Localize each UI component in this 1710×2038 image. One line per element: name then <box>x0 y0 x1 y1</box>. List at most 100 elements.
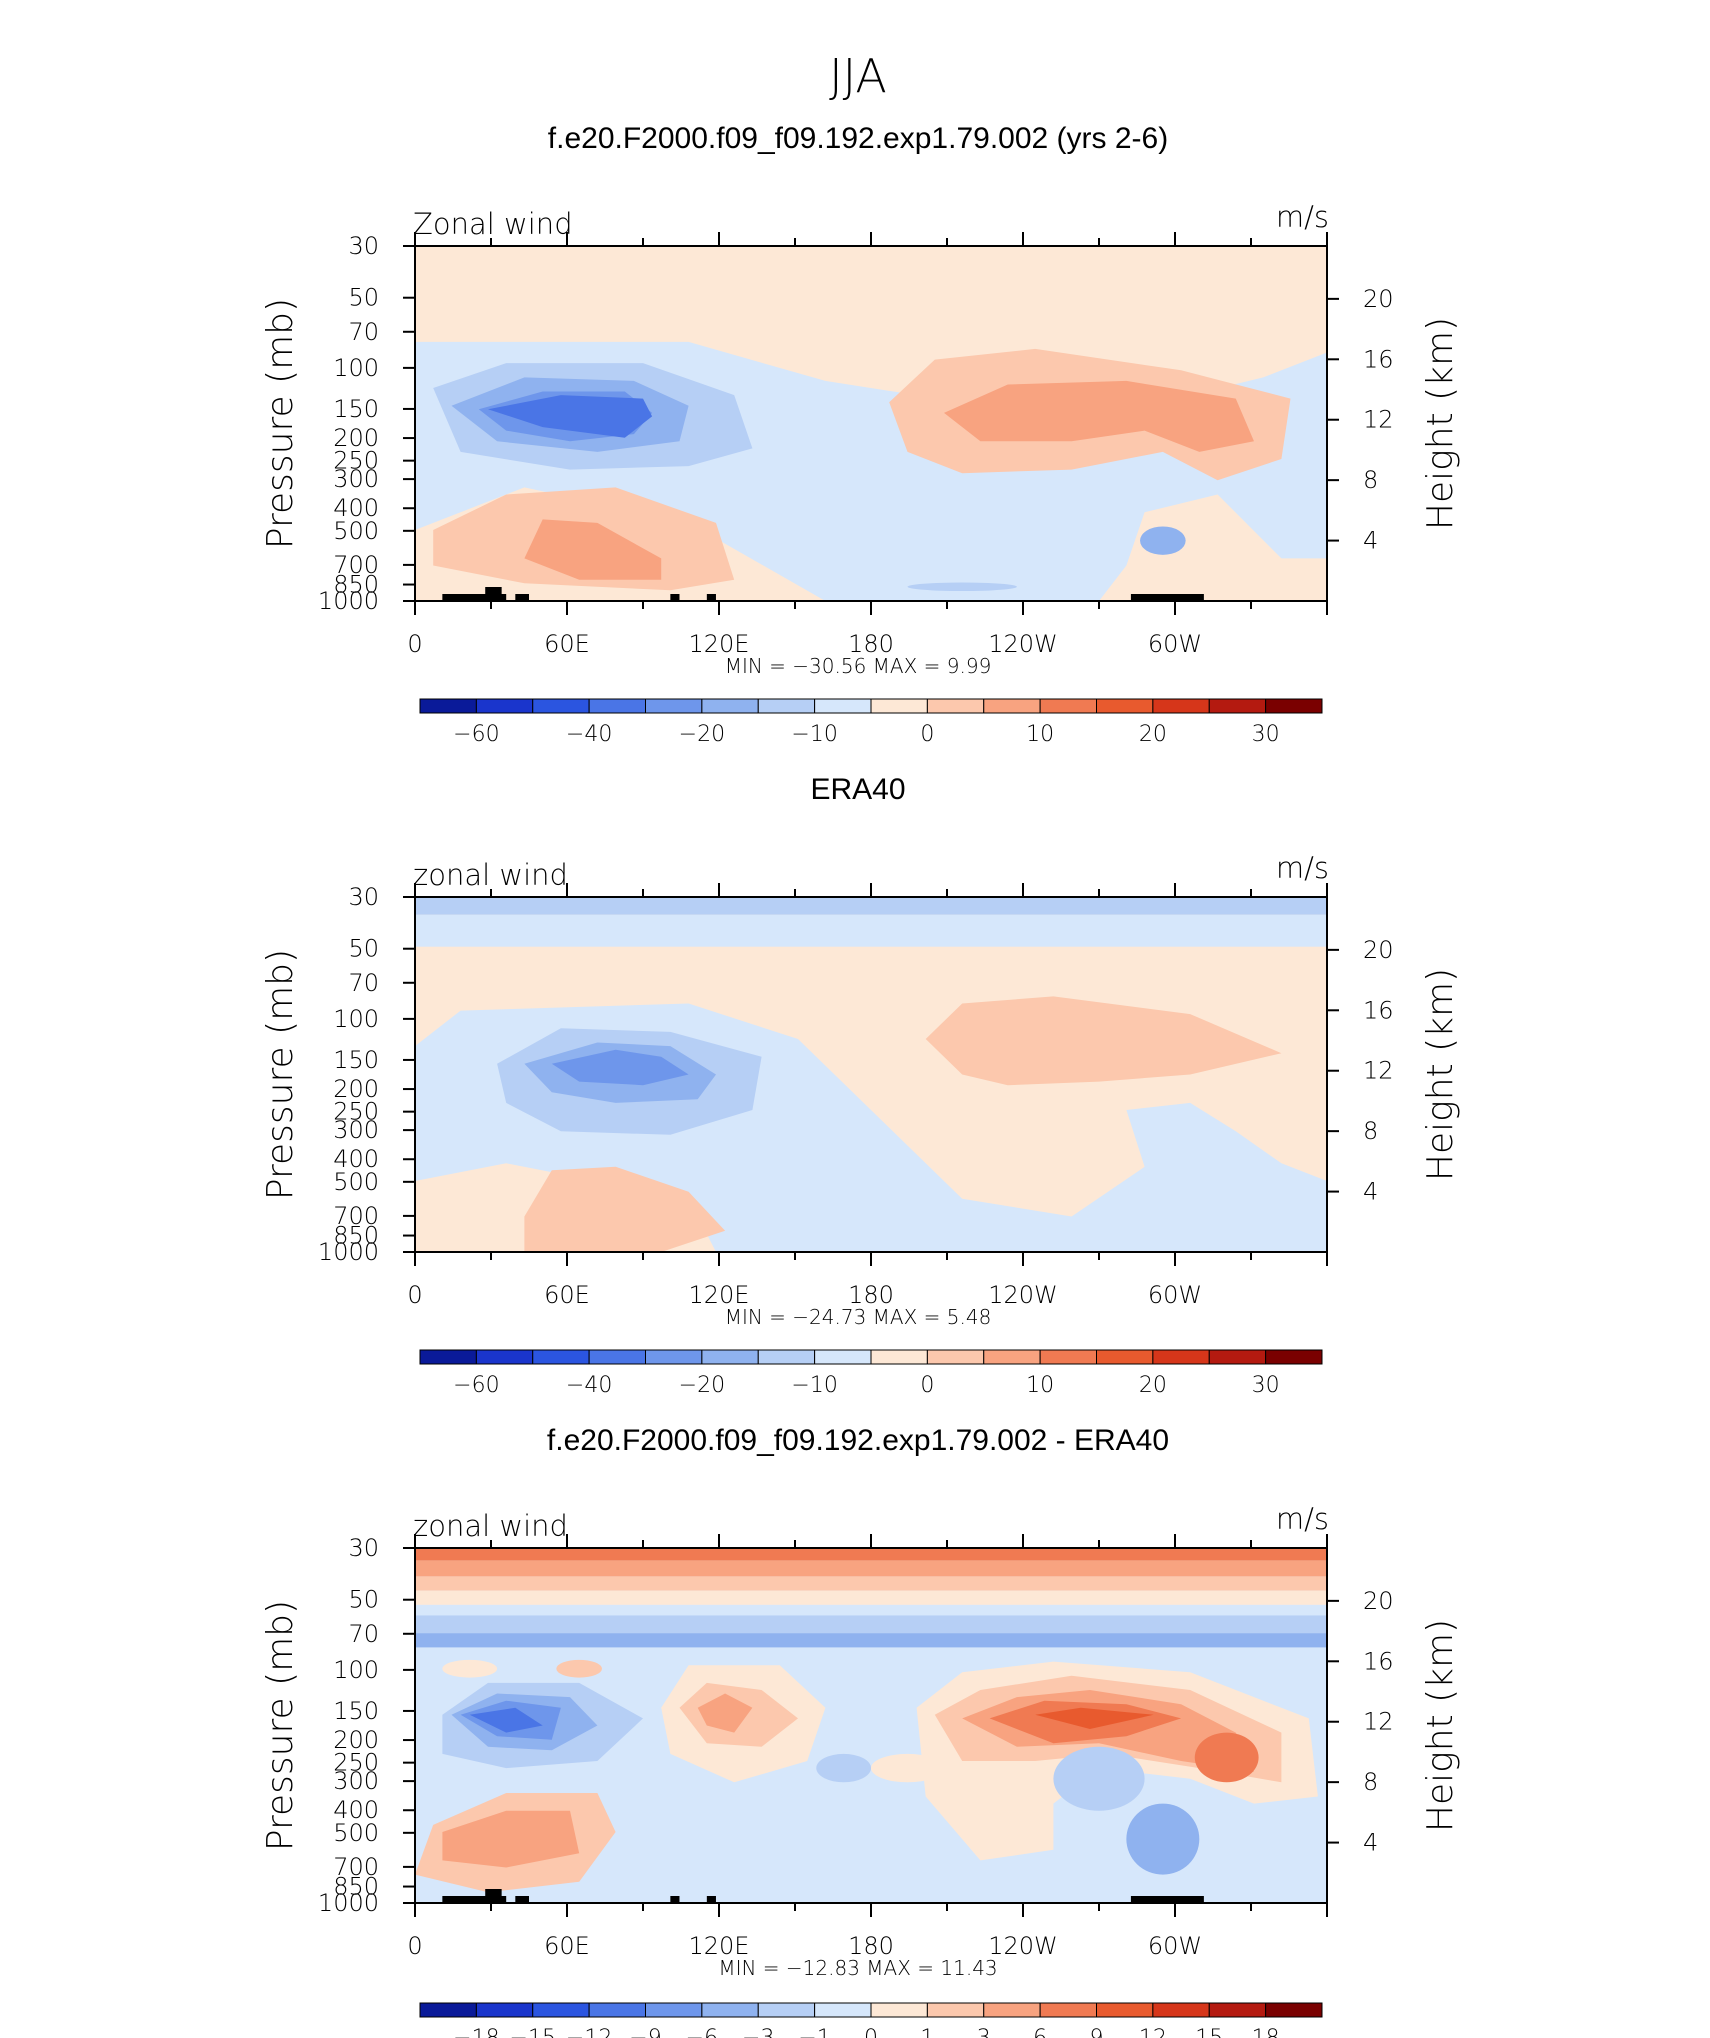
colorbar-swatch <box>475 2002 534 2018</box>
topography-bar <box>1130 1896 1204 1903</box>
colorbar-swatch <box>701 698 759 714</box>
figure-title: JJA <box>829 49 887 103</box>
y2-tick-label: 12 <box>1363 1057 1394 1085</box>
colorbar-swatch <box>1208 2002 1267 2018</box>
panel-title: ERA40 <box>810 773 905 806</box>
min-max-label: MIN = −12.83 MAX = 11.43 <box>718 1956 997 1980</box>
y-tick-label: 1000 <box>318 1889 379 1917</box>
y-axis-label: Pressure (mb) <box>260 949 301 1200</box>
contour-field <box>415 1548 1327 1903</box>
negative-region <box>1126 1803 1200 1875</box>
y-tick-label: 500 <box>333 1168 379 1196</box>
x-tick-label: 120E <box>689 630 750 658</box>
y-tick-label: 150 <box>333 1046 379 1074</box>
positive-band <box>415 1576 1327 1591</box>
colorbar-swatch <box>1265 2002 1323 2018</box>
topography-bar <box>442 1896 507 1903</box>
colorbar-swatch <box>983 1349 1041 1365</box>
negative-band <box>415 914 1327 947</box>
colorbar-swatch <box>1208 1349 1267 1365</box>
topography-bar <box>706 1896 716 1903</box>
y-tick-label: 30 <box>348 883 379 911</box>
positive-region <box>697 1693 753 1733</box>
y-tick-label: 700 <box>333 1202 379 1230</box>
y-tick-label: 850 <box>333 1222 379 1250</box>
negative-band <box>415 1633 1327 1648</box>
colorbar-swatch <box>645 2002 703 2018</box>
chart-panel-3: f.e20.F2000.f09_f09.192.exp1.79.002 - ER… <box>260 1424 1461 2038</box>
colorbar-label: −12 <box>566 2026 612 2038</box>
topography-bar <box>1130 594 1204 601</box>
colorbar-label: 6 <box>1033 2026 1047 2038</box>
positive-region <box>1035 1707 1154 1729</box>
y2-axis-label: Height (km) <box>1420 317 1461 530</box>
topography-bar <box>485 587 502 594</box>
colorbar-swatch <box>419 698 477 714</box>
y-tick-label: 100 <box>333 354 379 382</box>
colorbar-swatch <box>588 1349 646 1365</box>
y-tick-label: 200 <box>333 424 379 452</box>
y2-tick-label: 20 <box>1363 285 1394 313</box>
negative-region <box>816 1753 871 1783</box>
colorbar: −60 −40 −20 −10 0 10 20 30 <box>419 1349 1323 1398</box>
y-tick-label: 300 <box>333 1116 379 1144</box>
y-tick-label: 70 <box>348 969 379 997</box>
units-label: m/s <box>1276 851 1329 885</box>
x-tick-label: 180 <box>848 630 894 658</box>
y2-tick-label: 8 <box>1363 1768 1378 1796</box>
positive-band <box>415 1560 1327 1577</box>
colorbar-label: 0 <box>920 722 934 747</box>
y-tick-label: 150 <box>333 395 379 423</box>
y2-tick-label: 20 <box>1363 1587 1394 1615</box>
colorbar-swatch <box>814 1349 872 1365</box>
colorbar-swatch <box>588 2002 646 2018</box>
y-tick-label: 30 <box>348 232 379 260</box>
x-tick-label: 120W <box>988 630 1058 658</box>
positive-region <box>1194 1732 1259 1783</box>
colorbar-swatch <box>870 698 928 714</box>
positive-region <box>442 1810 580 1868</box>
colorbar-swatch <box>870 2002 928 2018</box>
y-tick-label: 400 <box>333 1145 379 1173</box>
colorbar-swatch <box>1152 2002 1210 2018</box>
field-label: zonal wind <box>413 1509 568 1543</box>
colorbar-swatch <box>1265 1349 1323 1365</box>
y-axis-label: Pressure (mb) <box>260 1600 301 1851</box>
colorbar: −18 −15 −12 −9 −6 −3 −1 0 1 3 6 9 12 15 18 <box>419 2002 1323 2038</box>
colorbar-label: 9 <box>1090 2026 1104 2038</box>
contour-field <box>415 246 1327 601</box>
colorbar-label: −20 <box>679 1373 725 1398</box>
colorbar-label: −10 <box>791 722 837 747</box>
y-tick-label: 300 <box>333 1767 379 1795</box>
y-axis-label: Pressure (mb) <box>260 298 301 549</box>
y2-tick-label: 4 <box>1363 1178 1378 1206</box>
y-tick-label: 250 <box>333 1098 379 1126</box>
y2-tick-label: 8 <box>1363 466 1378 494</box>
positive-region <box>524 1166 726 1252</box>
colorbar-label: 0 <box>920 1373 934 1398</box>
y-tick-label: 700 <box>333 551 379 579</box>
x-tick-label: 60W <box>1148 1281 1202 1309</box>
y-tick-label: 150 <box>333 1697 379 1725</box>
colorbar-swatch <box>532 2002 590 2018</box>
y-tick-label: 500 <box>333 517 379 545</box>
colorbar-label: 20 <box>1139 722 1167 747</box>
colorbar-swatch <box>1152 698 1210 714</box>
y-tick-label: 50 <box>348 935 379 963</box>
colorbar-label: 0 <box>864 2026 878 2038</box>
colorbar-label: −60 <box>453 722 499 747</box>
negative-region <box>1053 1746 1145 1811</box>
colorbar-swatch <box>532 1349 590 1365</box>
y2-axis-label: Height (km) <box>1420 968 1461 1181</box>
x-tick-label: 0 <box>407 1281 422 1309</box>
x-tick-label: 60E <box>544 630 590 658</box>
y-tick-label: 1000 <box>318 1238 379 1266</box>
colorbar-label: 3 <box>977 2026 991 2038</box>
colorbar-swatch <box>701 2002 759 2018</box>
negative-band <box>415 897 1327 915</box>
negative-region <box>1140 526 1186 555</box>
y-tick-label: 100 <box>333 1005 379 1033</box>
colorbar-swatch <box>983 698 1041 714</box>
contour-field <box>415 897 1327 1252</box>
